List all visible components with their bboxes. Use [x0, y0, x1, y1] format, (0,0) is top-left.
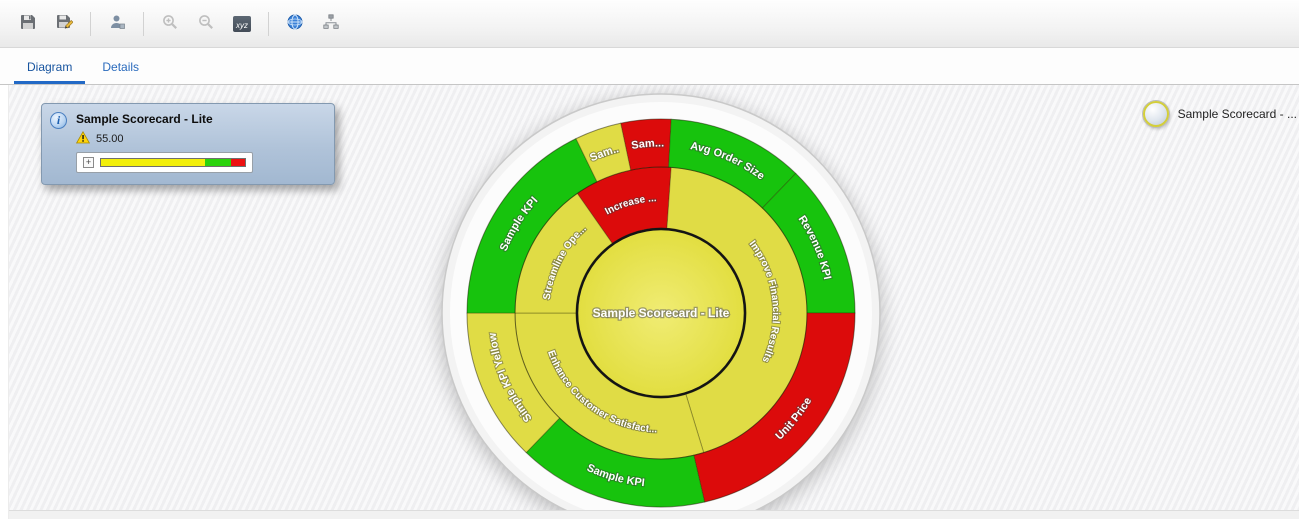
wheel-center-label: Sample Scorecard - Lite: [593, 306, 730, 320]
diagram-canvas[interactable]: Increase ... Improve Financial Results Enh…: [8, 85, 1299, 519]
zoom-in-button[interactable]: [156, 10, 184, 38]
tab-diagram[interactable]: Diagram: [14, 51, 86, 84]
status-value: 55.00: [96, 133, 124, 145]
hierarchy-view-button[interactable]: [317, 10, 345, 38]
user-properties-button[interactable]: [103, 10, 131, 38]
gauge-segment: [204, 159, 231, 166]
hierarchy-icon: [322, 13, 340, 34]
wheel-legend: Sample Scorecard - ...: [1142, 101, 1297, 127]
save-as-icon: [55, 13, 74, 34]
save-as-button[interactable]: [50, 10, 78, 38]
wheel-segment-avg-order-size[interactable]: [668, 118, 797, 209]
xyz-icon: xyz: [233, 15, 251, 32]
tab-bar: Diagram Details: [0, 48, 1299, 85]
user-icon: [108, 13, 126, 34]
zoom-out-button[interactable]: [192, 10, 220, 38]
toolbar-separator: [143, 11, 144, 36]
status-gauge: +: [76, 152, 253, 173]
wheel-segment-sam[interactable]: [575, 122, 632, 183]
tooltip-status-row: 55.00: [75, 130, 253, 147]
horizontal-scrollbar-track[interactable]: [9, 510, 1299, 519]
canvas-wrap: Increase ... Improve Financial Results Enh…: [0, 85, 1299, 519]
status-tooltip-card: i Sample Scorecard - Lite 55.00 +: [41, 103, 335, 185]
wheel-segment-unit-price[interactable]: [693, 312, 856, 503]
toolbar-separator: [90, 11, 91, 36]
save-icon: [19, 13, 37, 34]
globe-icon: [286, 13, 304, 34]
globe-view-button[interactable]: [281, 10, 309, 38]
info-icon: i: [50, 112, 67, 129]
expand-button[interactable]: +: [83, 157, 94, 168]
zoom-in-icon: [161, 13, 179, 34]
save-button[interactable]: [14, 10, 42, 38]
legend-scorecard-sphere-icon: [1142, 101, 1169, 127]
legend-label: Sample Scorecard - ...: [1177, 107, 1297, 121]
zoom-out-icon: [197, 13, 215, 34]
scorecard-wheel[interactable]: Increase ...Improve Financial ResultsEnh…: [431, 85, 891, 519]
wheel-segment-label: Sam...: [630, 137, 664, 151]
toolbar-separator: [268, 11, 269, 36]
tooltip-title: Sample Scorecard - Lite: [76, 112, 213, 126]
xyz-icon-label: xyz: [236, 20, 248, 30]
warning-icon: [75, 130, 91, 147]
gauge-segment: [101, 159, 205, 166]
show-labels-button[interactable]: xyz: [228, 10, 256, 38]
tooltip-content: Sample Scorecard - Lite 55.00 +: [75, 112, 253, 173]
tab-details[interactable]: Details: [102, 60, 140, 74]
toolbar: xyz: [0, 0, 1299, 48]
gauge-segment: [230, 159, 245, 166]
wheel-center-node[interactable]: [575, 227, 747, 399]
status-gauge-bar: [100, 158, 246, 167]
